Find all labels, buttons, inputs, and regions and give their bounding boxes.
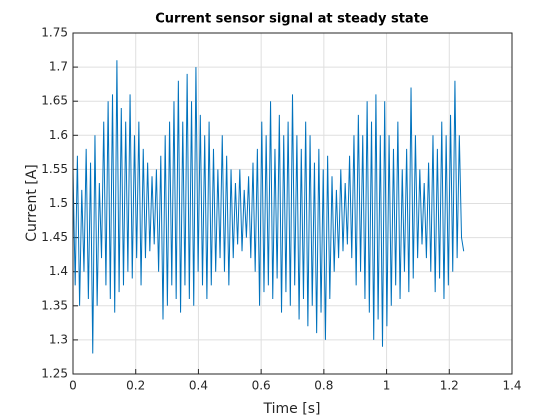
- x-tick-label: 0.4: [189, 379, 208, 393]
- y-tick-label: 1.4: [49, 264, 68, 278]
- y-tick-label: 1.45: [41, 230, 68, 244]
- x-tick-label: 0.6: [252, 379, 271, 393]
- x-tick-label: 0: [69, 379, 77, 393]
- y-tick-label: 1.55: [41, 162, 68, 176]
- y-tick-label: 1.6: [49, 128, 68, 142]
- y-tick-label: 1.5: [49, 196, 68, 210]
- y-tick-label: 1.7: [49, 60, 68, 74]
- y-tick-label: 1.25: [41, 367, 68, 381]
- y-tick-label: 1.35: [41, 298, 68, 312]
- x-tick-label: 1.4: [502, 379, 521, 393]
- y-tick-label: 1.65: [41, 94, 68, 108]
- y-tick-label: 1.3: [49, 332, 68, 346]
- y-tick-label: 1.75: [41, 26, 68, 40]
- chart-title: Current sensor signal at steady state: [155, 12, 429, 27]
- signal-line: [72, 60, 465, 354]
- y-axis-label: Current [A]: [24, 164, 40, 242]
- x-axis-label: Time [s]: [263, 401, 321, 417]
- x-tick-label: 1: [383, 379, 391, 393]
- x-tick-label: 1.2: [440, 379, 459, 393]
- x-tick-label: 0.8: [314, 379, 333, 393]
- axes-box: [72, 32, 513, 375]
- x-tick-label: 0.2: [126, 379, 145, 393]
